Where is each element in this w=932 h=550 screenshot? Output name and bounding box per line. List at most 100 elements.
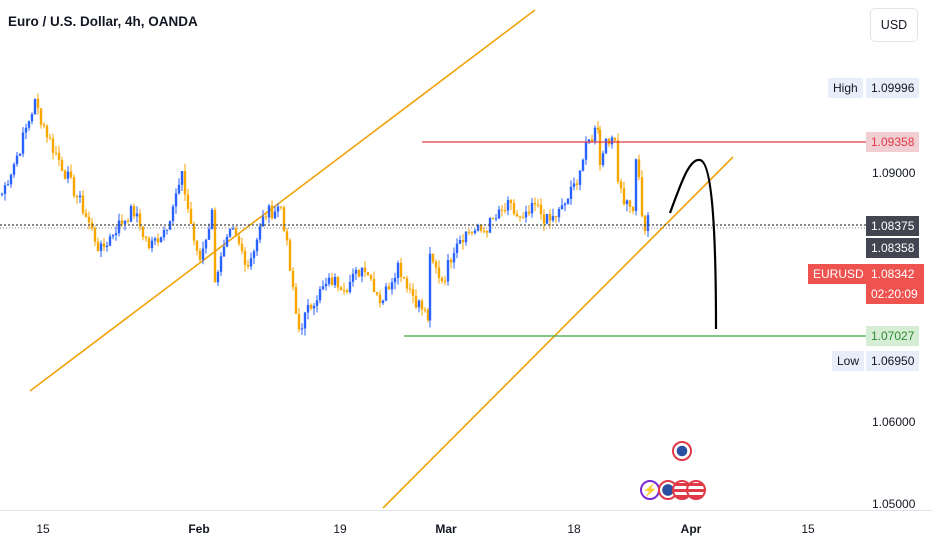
candle-body xyxy=(120,220,124,224)
candle-body xyxy=(276,206,280,212)
candle-body xyxy=(554,216,558,218)
candle-body xyxy=(318,289,322,301)
candle-body xyxy=(297,313,301,330)
candle-body xyxy=(420,300,424,310)
candle-body xyxy=(327,277,331,284)
time-axis-border xyxy=(0,510,932,511)
candle-body xyxy=(105,245,109,248)
candle-body xyxy=(180,171,184,185)
candle-body xyxy=(114,233,118,236)
time-tick: 18 xyxy=(567,522,581,536)
trend-channel xyxy=(29,9,734,509)
candle-body xyxy=(604,138,608,154)
candle-body xyxy=(506,200,510,211)
candle-body xyxy=(186,194,190,209)
candle-body xyxy=(542,214,546,224)
candle-body xyxy=(216,271,220,283)
currency-button[interactable]: USD xyxy=(870,8,918,42)
candle-body xyxy=(258,226,262,240)
candle-body xyxy=(45,125,49,138)
candle-body xyxy=(336,276,340,288)
candle-body xyxy=(12,164,16,175)
candle-body xyxy=(557,209,561,218)
candle-body xyxy=(255,239,259,252)
support-price-tag: 1.07027 xyxy=(866,326,920,346)
candle-body xyxy=(267,205,271,218)
candle-body xyxy=(75,195,79,198)
us-flag-icon[interactable] xyxy=(686,480,706,500)
candle-body xyxy=(354,269,358,274)
candle-body xyxy=(572,183,576,187)
candle-body xyxy=(69,171,73,178)
candle-body xyxy=(234,228,238,237)
countdown-tag: 02:20:09 xyxy=(866,284,924,304)
lightning-icon[interactable]: ⚡ xyxy=(640,480,660,500)
line-price-tag-2: 1.08358 xyxy=(866,238,920,258)
candle-body xyxy=(545,213,549,224)
candle-body xyxy=(593,127,597,142)
candle-body xyxy=(509,200,513,204)
candle-body xyxy=(87,216,91,223)
candle-body xyxy=(189,208,193,224)
candle-body xyxy=(455,243,459,254)
candle-body xyxy=(60,160,64,171)
candle-body xyxy=(279,206,283,208)
candle-body xyxy=(467,231,471,233)
candle-body xyxy=(423,309,427,311)
candle-body xyxy=(54,152,58,154)
candle-body xyxy=(616,140,620,182)
candle-body xyxy=(375,292,379,295)
candle-body xyxy=(342,290,346,292)
candle-body xyxy=(84,213,88,217)
candle-body xyxy=(566,198,570,204)
candle-body xyxy=(330,277,334,286)
time-tick: 19 xyxy=(333,522,347,536)
candle-body xyxy=(129,206,133,222)
time-tick: Feb xyxy=(188,522,210,536)
us-flag-icon[interactable] xyxy=(672,441,692,461)
candle-body xyxy=(153,238,157,241)
candle-body xyxy=(39,108,43,125)
candle-body xyxy=(515,213,519,217)
candle-body xyxy=(434,261,438,268)
candle-body xyxy=(36,98,40,109)
candle-body xyxy=(231,228,235,230)
projection-drawing xyxy=(668,158,718,330)
candle-body xyxy=(503,210,507,212)
candle-body xyxy=(527,211,531,214)
candle-body xyxy=(135,213,139,217)
candle-body xyxy=(619,181,623,189)
candlestick-series xyxy=(0,93,650,336)
candle-body xyxy=(485,230,489,233)
candle-body xyxy=(210,209,214,229)
candle-body xyxy=(387,286,391,290)
candle-body xyxy=(396,262,400,278)
high-label: High xyxy=(828,78,863,98)
candle-body xyxy=(51,138,55,153)
candle-body xyxy=(240,243,244,252)
candle-body xyxy=(491,218,495,220)
time-tick: 15 xyxy=(801,522,815,536)
candle-body xyxy=(93,228,97,242)
candle-body xyxy=(452,253,456,263)
candle-body xyxy=(596,127,600,130)
candle-body xyxy=(610,137,614,145)
candle-body xyxy=(539,204,543,215)
candle-body xyxy=(204,239,208,249)
candle-body xyxy=(369,275,373,279)
candle-body xyxy=(533,202,537,205)
candle-body xyxy=(613,137,617,141)
candle-body xyxy=(536,204,540,206)
candle-body xyxy=(288,240,292,271)
candle-body xyxy=(357,269,361,277)
candle-body xyxy=(563,203,567,206)
candle-body xyxy=(461,239,465,243)
candle-body xyxy=(524,211,528,218)
candle-body xyxy=(108,236,112,246)
candle-body xyxy=(159,237,163,243)
candle-body xyxy=(144,236,148,239)
candle-body xyxy=(123,220,127,224)
low-value: 1.06950 xyxy=(866,351,920,371)
candle-body xyxy=(15,155,19,165)
